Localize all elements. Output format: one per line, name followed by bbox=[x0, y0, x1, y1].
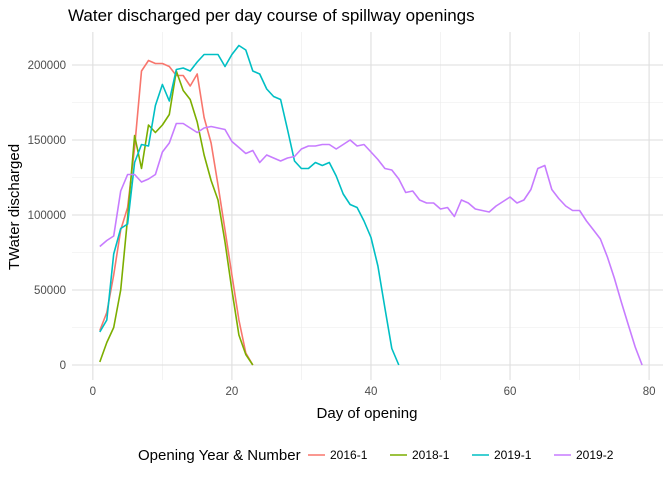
legend-label-2019-2: 2019-2 bbox=[576, 448, 614, 462]
series-line-2018-1 bbox=[99, 70, 254, 366]
series-lines bbox=[99, 44, 643, 366]
y-tick-label: 100000 bbox=[28, 210, 66, 222]
y-tick-label: 150000 bbox=[28, 135, 66, 147]
x-axis-tick-labels: 0 20 40 60 80 bbox=[90, 386, 656, 398]
legend-label-2016-1: 2016-1 bbox=[330, 448, 368, 462]
series-line-2019-1 bbox=[99, 44, 400, 366]
chart-title: Water discharged per day course of spill… bbox=[68, 6, 475, 25]
legend: Opening Year & Number 2016-1 2018-1 2019-1 2… bbox=[138, 447, 614, 464]
legend-label-2018-1: 2018-1 bbox=[412, 448, 450, 462]
series-line-2016-1 bbox=[99, 59, 254, 366]
y-axis-tick-labels: 0 50000 100000 150000 200000 bbox=[28, 60, 66, 372]
y-tick-label: 50000 bbox=[34, 285, 66, 297]
x-tick-label: 60 bbox=[504, 386, 517, 398]
x-tick-label: 40 bbox=[365, 386, 378, 398]
x-tick-label: 20 bbox=[226, 386, 239, 398]
legend-title: Opening Year & Number bbox=[138, 447, 301, 464]
grid bbox=[72, 32, 663, 380]
y-tick-label: 0 bbox=[60, 360, 66, 372]
x-axis-label: Day of opening bbox=[317, 405, 418, 422]
y-axis-label: TWater discharged bbox=[6, 144, 23, 270]
series-line-2019-2 bbox=[99, 122, 643, 366]
x-tick-label: 80 bbox=[643, 386, 656, 398]
legend-label-2019-1: 2019-1 bbox=[494, 448, 532, 462]
y-tick-label: 200000 bbox=[28, 60, 66, 72]
x-tick-label: 0 bbox=[90, 386, 96, 398]
